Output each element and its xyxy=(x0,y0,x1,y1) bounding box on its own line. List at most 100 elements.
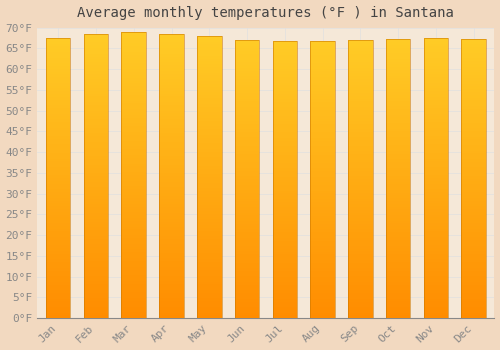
Bar xyxy=(348,248,372,251)
Bar xyxy=(424,128,448,131)
Bar xyxy=(235,193,260,196)
Bar xyxy=(424,301,448,304)
Bar xyxy=(462,67,486,70)
Bar xyxy=(159,233,184,236)
Bar xyxy=(235,154,260,157)
Bar xyxy=(197,197,222,199)
Bar xyxy=(159,131,184,133)
Bar xyxy=(235,43,260,46)
Bar xyxy=(46,139,70,142)
Bar xyxy=(235,248,260,251)
Bar xyxy=(348,207,372,210)
Bar xyxy=(386,84,410,87)
Bar xyxy=(46,181,70,184)
Bar xyxy=(386,109,410,112)
Bar xyxy=(272,88,297,91)
Bar xyxy=(462,229,486,232)
Bar xyxy=(310,168,335,171)
Bar xyxy=(424,164,448,167)
Bar xyxy=(197,242,222,245)
Bar xyxy=(348,188,372,190)
Bar xyxy=(462,92,486,95)
Bar xyxy=(235,235,260,238)
Bar xyxy=(84,74,108,77)
Bar xyxy=(159,304,184,307)
Bar xyxy=(424,287,448,290)
Bar xyxy=(424,153,448,156)
Bar xyxy=(122,204,146,206)
Bar xyxy=(462,246,486,248)
Bar xyxy=(46,220,70,223)
Bar xyxy=(462,243,486,246)
Bar xyxy=(46,125,70,128)
Bar xyxy=(310,99,335,102)
Bar xyxy=(310,124,335,127)
Bar xyxy=(235,151,260,154)
Bar xyxy=(272,74,297,77)
Bar xyxy=(159,71,184,74)
Bar xyxy=(272,85,297,88)
Bar xyxy=(122,181,146,184)
Bar xyxy=(272,174,297,177)
Bar xyxy=(462,187,486,190)
Bar xyxy=(159,315,184,318)
Bar xyxy=(46,58,70,61)
Bar xyxy=(310,313,335,315)
Bar xyxy=(272,69,297,71)
Bar xyxy=(159,91,184,93)
Bar xyxy=(122,261,146,264)
Bar xyxy=(424,75,448,77)
Bar xyxy=(462,53,486,56)
Bar xyxy=(272,144,297,146)
Bar xyxy=(386,190,410,193)
Bar xyxy=(348,151,372,154)
Bar xyxy=(462,150,486,153)
Bar xyxy=(159,196,184,199)
Bar xyxy=(197,118,222,121)
Bar xyxy=(272,210,297,213)
Bar xyxy=(310,274,335,276)
Bar xyxy=(46,290,70,293)
Bar xyxy=(424,38,448,318)
Bar xyxy=(424,139,448,142)
Bar xyxy=(424,147,448,150)
Bar xyxy=(235,96,260,98)
Bar xyxy=(235,165,260,168)
Bar xyxy=(46,75,70,77)
Bar xyxy=(272,44,297,47)
Bar xyxy=(159,54,184,57)
Bar xyxy=(462,307,486,310)
Bar xyxy=(272,243,297,246)
Bar xyxy=(462,204,486,206)
Bar xyxy=(84,85,108,88)
Bar xyxy=(424,41,448,44)
Bar xyxy=(84,261,108,264)
Bar xyxy=(424,248,448,251)
Bar xyxy=(348,201,372,204)
Bar xyxy=(272,180,297,182)
Bar xyxy=(462,232,486,235)
Bar xyxy=(386,193,410,195)
Bar xyxy=(462,282,486,285)
Bar xyxy=(272,232,297,235)
Bar xyxy=(235,54,260,57)
Bar xyxy=(197,273,222,276)
Bar xyxy=(197,67,222,70)
Bar xyxy=(122,272,146,275)
Bar xyxy=(235,132,260,135)
Bar xyxy=(310,182,335,185)
Bar xyxy=(348,146,372,148)
Bar xyxy=(122,46,146,49)
Bar xyxy=(235,282,260,285)
Bar xyxy=(310,296,335,299)
Bar xyxy=(462,273,486,276)
Bar xyxy=(462,120,486,122)
Bar xyxy=(272,207,297,210)
Bar xyxy=(46,55,70,58)
Bar xyxy=(386,307,410,310)
Bar xyxy=(386,95,410,98)
Bar xyxy=(386,296,410,299)
Bar xyxy=(272,105,297,107)
Bar xyxy=(84,207,108,210)
Bar xyxy=(386,218,410,220)
